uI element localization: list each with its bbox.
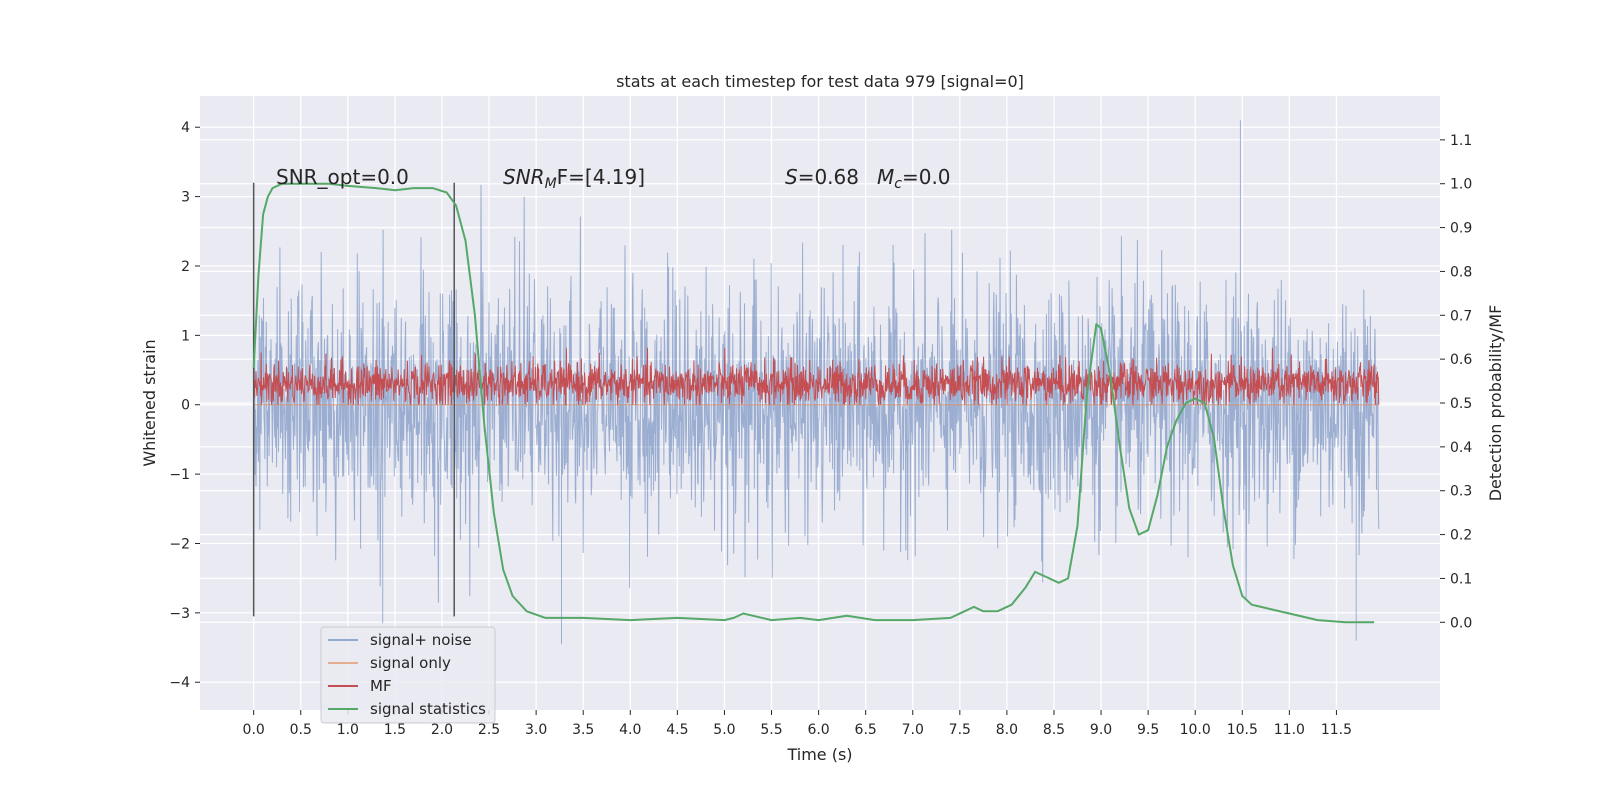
y-left-tick-label: 1 <box>181 328 190 344</box>
y-right-tick-labels: 1.1 1.0 0.9 0.8 0.7 0.6 0.5 0.4 0.3 0.2 0.1 0.0 <box>1440 133 1472 631</box>
y-right-tick-label: 0.2 <box>1450 528 1472 544</box>
s-label: S <box>785 165 798 189</box>
mc-sub: c <box>894 176 902 192</box>
y-axis-left-label: Whitened strain <box>140 339 159 466</box>
legend-label-signal-only: signal only <box>370 654 451 672</box>
chart-title: stats at each timestep for test data 979… <box>616 72 1024 91</box>
annotation-snr-mf: SNRMF=[4.19] <box>503 165 645 192</box>
x-tick-label: 4.5 <box>666 722 688 738</box>
x-tick-labels: 0.0 0.5 1.0 1.5 2.0 2.5 3.0 3.5 4.0 4.5 5.0 5.5 6.0 6… <box>243 710 1352 738</box>
y-right-tick-label: 0.0 <box>1450 615 1472 631</box>
x-tick-label: 10.5 <box>1227 722 1258 738</box>
snr-mf-base: SNR <box>503 165 545 189</box>
x-tick-label: 11.0 <box>1274 722 1305 738</box>
y-right-tick-label: 0.4 <box>1450 440 1472 456</box>
series-signal-noise <box>253 120 1380 645</box>
mc-base: M <box>877 165 894 189</box>
series-signal-statistics <box>252 182 1375 624</box>
y-left-tick-label: 2 <box>181 259 190 275</box>
y-left-tick-label: 4 <box>181 120 190 136</box>
y-left-tick-labels: 4 3 2 1 0 −1 −2 −3 −4 <box>169 120 200 691</box>
s-value: =0.68 <box>798 165 859 189</box>
legend: signal+ noise signal only MF signal stat… <box>320 626 496 724</box>
y-right-tick-label: 0.5 <box>1450 396 1472 412</box>
mc-value: =0.0 <box>902 165 951 189</box>
x-tick-label: 9.0 <box>1090 722 1112 738</box>
x-tick-label: 7.5 <box>949 722 971 738</box>
legend-label-mf: MF <box>370 677 392 695</box>
x-tick-label: 2.0 <box>431 722 453 738</box>
y-left-tick-label: −1 <box>169 467 190 483</box>
y-left-tick-label: −3 <box>169 606 190 622</box>
snr-mf-rest: F=[4.19] <box>557 165 645 189</box>
y-right-tick-label: 0.8 <box>1450 264 1472 280</box>
y-right-tick-label: 1.1 <box>1450 133 1472 149</box>
y-left-tick-label: 0 <box>181 398 190 414</box>
x-tick-label: 9.5 <box>1137 722 1159 738</box>
x-tick-label: 2.5 <box>478 722 500 738</box>
x-tick-label: 3.0 <box>525 722 547 738</box>
x-tick-label: 1.5 <box>384 722 406 738</box>
y-axis-right-label: Detection probability/MF <box>1486 305 1505 502</box>
legend-label-signal-noise: signal+ noise <box>370 631 472 649</box>
x-tick-label: 6.0 <box>807 722 829 738</box>
legend-label-signal-statistics: signal statistics <box>370 700 486 718</box>
y-left-tick-label: −4 <box>169 675 190 691</box>
x-tick-label: 10.0 <box>1180 722 1211 738</box>
x-tick-label: 0.5 <box>290 722 312 738</box>
x-tick-label: 7.0 <box>902 722 924 738</box>
series-layer <box>252 120 1380 645</box>
x-tick-label: 5.5 <box>760 722 782 738</box>
legend-box <box>320 626 496 724</box>
x-tick-label: 8.0 <box>996 722 1018 738</box>
y-left-tick-label: −2 <box>169 536 190 552</box>
y-right-tick-label: 0.7 <box>1450 308 1472 324</box>
x-tick-label: 3.5 <box>572 722 594 738</box>
y-left-tick-label: 3 <box>181 190 190 206</box>
x-tick-label: 0.0 <box>243 722 265 738</box>
y-right-tick-label: 0.9 <box>1450 221 1472 237</box>
series-mf <box>253 347 1380 406</box>
snr-mf-sub: M <box>545 176 557 192</box>
annotation-s-mc: S=0.68 Mc=0.0 <box>785 165 951 192</box>
y-right-tick-label: 0.6 <box>1450 352 1472 368</box>
x-tick-label: 8.5 <box>1043 722 1065 738</box>
x-tick-label: 6.5 <box>855 722 877 738</box>
y-right-tick-label: 0.1 <box>1450 571 1472 587</box>
y-right-tick-label: 1.0 <box>1450 177 1472 193</box>
y-right-tick-label: 0.3 <box>1450 484 1472 500</box>
x-tick-label: 5.0 <box>713 722 735 738</box>
x-tick-label: 1.0 <box>337 722 359 738</box>
x-tick-label: 11.5 <box>1321 722 1352 738</box>
x-axis-label: Time (s) <box>786 745 852 764</box>
x-tick-label: 4.0 <box>619 722 641 738</box>
grid-y-left <box>200 126 1440 683</box>
annotation-snr-opt: SNR_opt=0.0 <box>276 165 409 189</box>
